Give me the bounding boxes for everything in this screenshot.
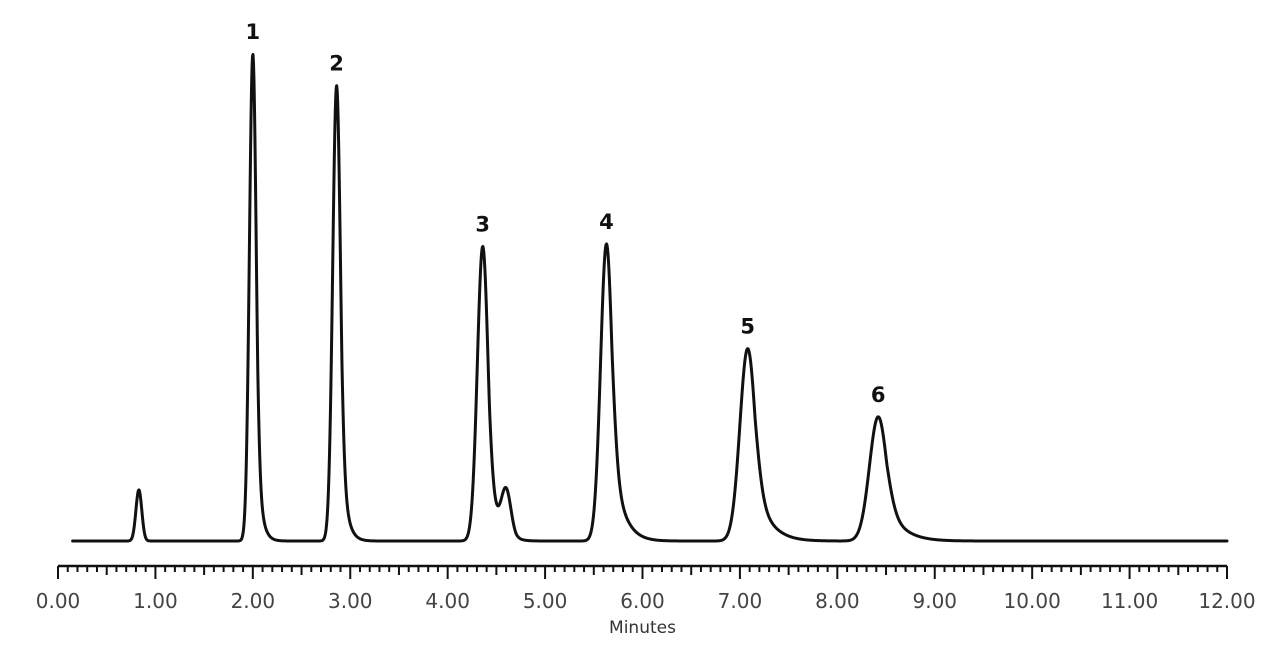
x-tick-label: 6.00 [620,589,665,613]
x-tick-label: 2.00 [231,589,276,613]
x-tick-label: 1.00 [133,589,178,613]
x-tick-label: 5.00 [523,589,568,613]
x-tick-label: 0.00 [36,589,81,613]
trace-layer [71,52,1229,543]
peak-label-4: 4 [599,210,614,234]
x-axis-title: Minutes [609,618,676,638]
x-tick-label: 7.00 [718,589,763,613]
peak-label-1: 1 [246,20,261,44]
x-axis-tick-labels: 0.00 1.00 2.00 3.00 4.00 5.00 6.00 7.00 8.00 9.00… [36,589,1256,613]
x-tick-label: 8.00 [815,589,860,613]
x-axis: 0.00 1.00 2.00 3.00 4.00 5.00 6.00 7.00 8.00 9.00… [36,564,1256,638]
peak-label-3: 3 [475,212,490,236]
peak-label-2: 2 [329,52,344,76]
x-tick-label: 10.00 [1004,589,1061,613]
chromatogram-trace [71,52,1229,543]
x-tick-label: 4.00 [425,589,470,613]
x-tick-label: 11.00 [1101,589,1158,613]
x-axis-ticks [57,566,1228,579]
peak-label-5: 5 [740,315,755,339]
peak-labels: 1 2 3 4 5 6 [246,20,886,407]
peak-label-6: 6 [871,383,886,407]
x-tick-label: 3.00 [328,589,373,613]
x-tick-label: 9.00 [912,589,957,613]
x-tick-label: 12.00 [1198,589,1255,613]
